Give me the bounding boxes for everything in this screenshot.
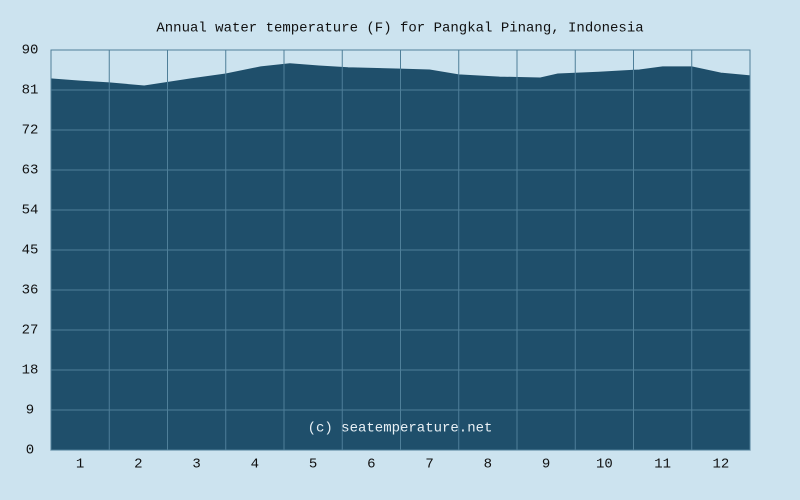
y-tick-label: 0 <box>26 443 34 459</box>
y-tick-label: 90 <box>22 43 39 59</box>
y-tick-label: 45 <box>22 243 39 259</box>
x-tick-label: 4 <box>251 457 259 473</box>
x-tick-label: 6 <box>367 457 375 473</box>
watermark: (c) seatemperature.net <box>308 421 493 437</box>
y-tick-label: 54 <box>22 203 39 219</box>
y-tick-label: 27 <box>22 323 39 339</box>
x-tick-label: 2 <box>134 457 142 473</box>
x-tick-label: 7 <box>425 457 433 473</box>
y-tick-label: 18 <box>22 363 39 379</box>
y-tick-label: 63 <box>22 163 39 179</box>
x-tick-label: 5 <box>309 457 317 473</box>
y-tick-label: 9 <box>26 403 34 419</box>
x-tick-label: 3 <box>192 457 200 473</box>
x-tick-label: 1 <box>76 457 84 473</box>
x-tick-label: 10 <box>596 457 613 473</box>
x-tick-label: 11 <box>654 457 671 473</box>
y-tick-label: 72 <box>22 123 39 139</box>
chart-title: Annual water temperature (F) for Pangkal… <box>156 21 643 37</box>
x-tick-label: 9 <box>542 457 550 473</box>
x-tick-label: 12 <box>712 457 729 473</box>
y-tick-label: 36 <box>22 283 39 299</box>
x-tick-label: 8 <box>484 457 492 473</box>
y-tick-label: 81 <box>22 83 39 99</box>
